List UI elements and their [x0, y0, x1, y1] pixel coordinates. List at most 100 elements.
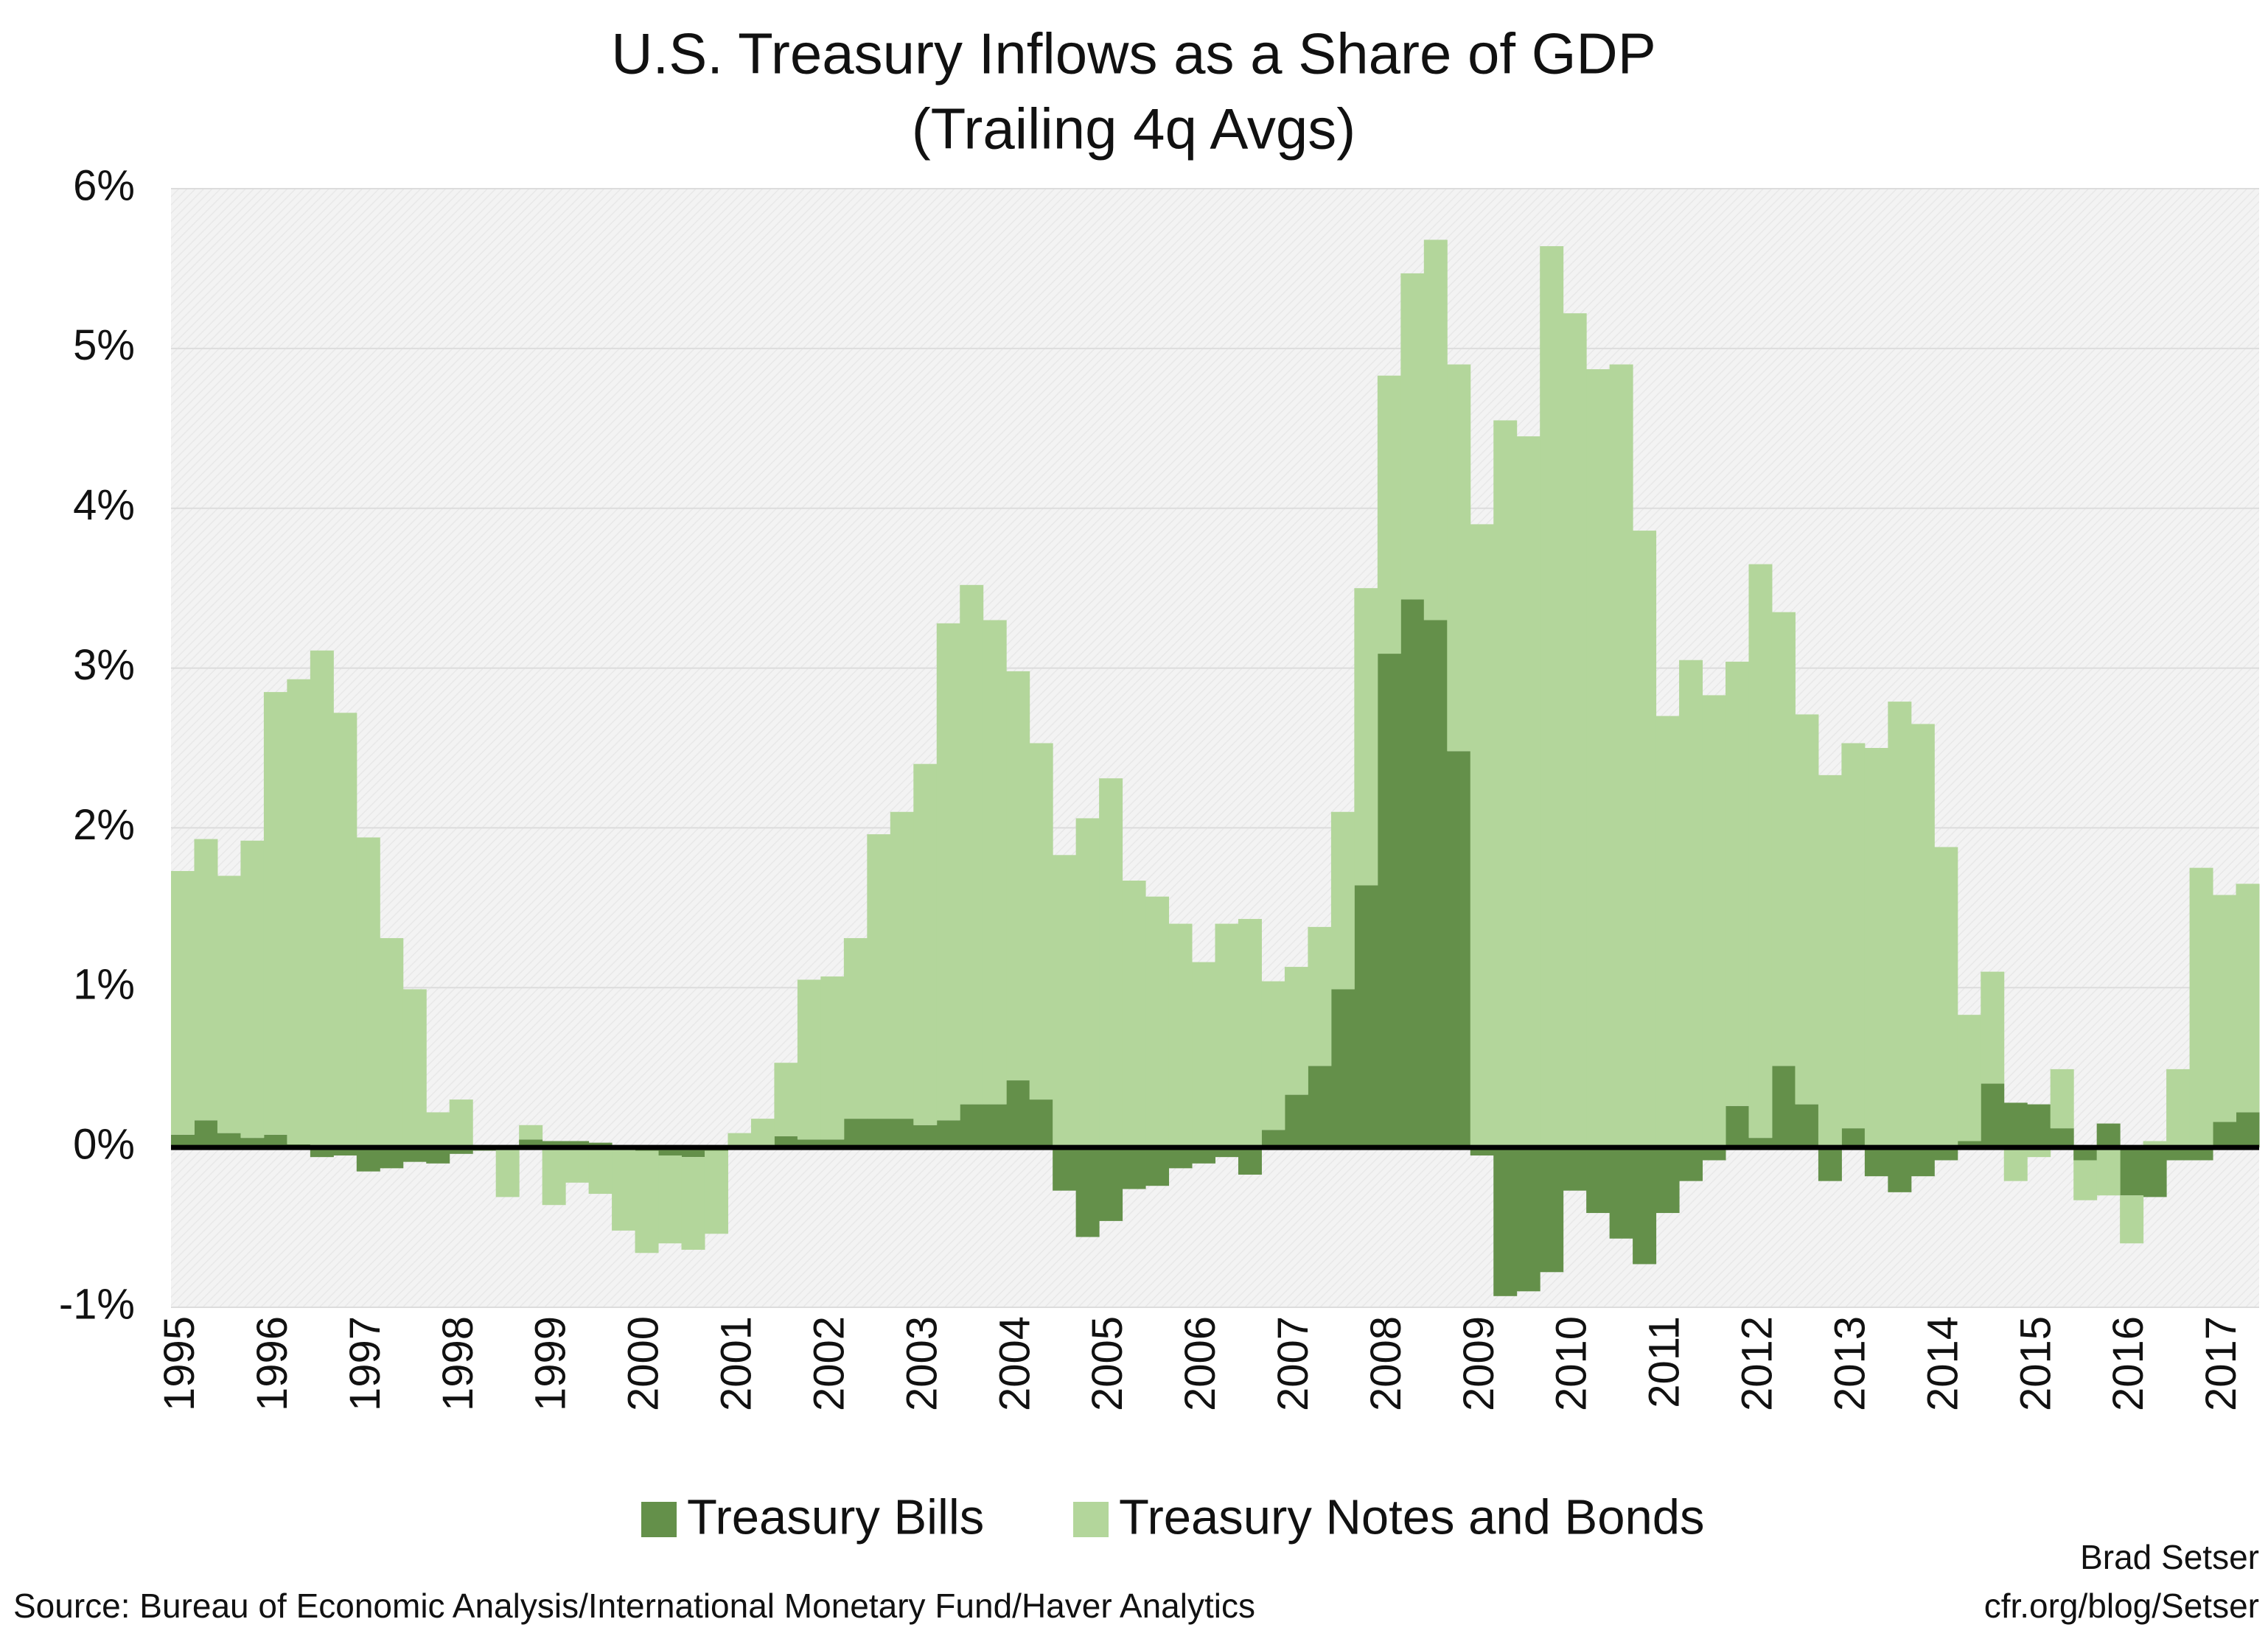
- bar: [1702, 695, 1726, 1148]
- bar: [635, 1150, 659, 1253]
- bar: [1516, 436, 1541, 1148]
- chart-subtitle: (Trailing 4q Avgs): [912, 97, 1356, 161]
- bar: [1308, 1066, 1332, 1148]
- x-tick-label: 2010: [1548, 1316, 1596, 1411]
- bar: [1957, 1015, 1981, 1141]
- x-tick-label: 2005: [1084, 1316, 1131, 1411]
- bar: [2120, 1195, 2144, 1244]
- bar: [1540, 1147, 1564, 1273]
- x-tick-label: 2008: [1362, 1316, 1410, 1411]
- bar: [194, 1120, 218, 1148]
- bar: [2143, 1141, 2167, 1148]
- legend-swatch: [1073, 1502, 1109, 1537]
- chart-title: U.S. Treasury Inflows as a Share of GDP: [611, 21, 1656, 86]
- bar: [1192, 1147, 1215, 1164]
- bar: [1633, 1147, 1657, 1265]
- bar: [1238, 919, 1262, 1148]
- bar: [1540, 246, 1564, 1148]
- y-tick-label: 6%: [73, 161, 135, 209]
- bar: [1261, 981, 1285, 1130]
- bar: [1888, 702, 1912, 1148]
- bar: [913, 763, 938, 1125]
- bar: [1771, 1066, 1796, 1148]
- bar: [542, 1141, 566, 1148]
- bar: [960, 584, 984, 1105]
- bar: [1192, 962, 1215, 1148]
- bar: [1911, 1147, 1935, 1177]
- bar: [1145, 896, 1170, 1148]
- bar: [495, 1149, 520, 1197]
- bar: [1053, 1147, 1077, 1191]
- x-tick-label: 1995: [156, 1316, 203, 1411]
- bar: [2236, 1112, 2260, 1148]
- bar: [1655, 716, 1680, 1148]
- bar: [217, 1133, 241, 1148]
- bar: [565, 1147, 590, 1183]
- bar: [171, 1134, 195, 1148]
- bar: [704, 1150, 728, 1234]
- bar: [1238, 1147, 1262, 1175]
- bar: [2166, 1147, 2191, 1161]
- bar: [1330, 811, 1355, 990]
- x-tick-label: 2011: [1641, 1316, 1689, 1408]
- x-tick-label: 2012: [1734, 1316, 1782, 1411]
- bar: [263, 692, 287, 1135]
- bar: [1563, 313, 1587, 1148]
- bar: [2096, 1147, 2121, 1196]
- bar: [2073, 1147, 2098, 1161]
- bar: [1609, 364, 1633, 1148]
- bar: [1633, 531, 1657, 1148]
- bar: [287, 679, 311, 1144]
- bar: [1075, 1147, 1100, 1237]
- x-tick-label: 2015: [2011, 1316, 2059, 1411]
- y-tick-label: 3%: [73, 641, 135, 689]
- x-tick-label: 2006: [1176, 1316, 1224, 1411]
- bar: [1423, 620, 1448, 1148]
- bar: [1981, 1083, 2005, 1148]
- bar: [1075, 818, 1100, 1148]
- bar: [2050, 1069, 2074, 1129]
- bar: [936, 1120, 960, 1148]
- bar: [2050, 1128, 2074, 1148]
- bar: [2213, 1122, 2237, 1148]
- bar: [449, 1147, 473, 1154]
- bar: [1006, 1080, 1030, 1148]
- bar: [983, 1104, 1007, 1148]
- x-tick-label: 2014: [1919, 1316, 1967, 1411]
- bar: [1911, 724, 1935, 1148]
- bar: [1493, 420, 1518, 1148]
- x-tick-label: 2003: [898, 1316, 946, 1411]
- bar: [1563, 1147, 1587, 1191]
- bar: [1006, 671, 1030, 1081]
- bar: [1795, 714, 1819, 1105]
- bar: [658, 1147, 683, 1155]
- bar: [1284, 1094, 1308, 1148]
- bar: [2189, 867, 2213, 1148]
- bar: [1215, 923, 1239, 1148]
- bar: [983, 620, 1007, 1105]
- bar: [2027, 1104, 2051, 1148]
- legend-swatch: [641, 1502, 677, 1537]
- bar: [1400, 599, 1425, 1148]
- bar: [1029, 1099, 1053, 1148]
- bar: [1099, 1147, 1123, 1221]
- bar: [1099, 778, 1123, 1148]
- bar: [1934, 847, 1958, 1148]
- bar: [1586, 1147, 1611, 1214]
- bar: [2003, 1102, 2028, 1148]
- bar: [1841, 743, 1866, 1129]
- bar: [1330, 989, 1355, 1148]
- y-tick-label: 2%: [73, 801, 135, 849]
- x-tick-label: 2016: [2104, 1316, 2152, 1411]
- bar: [333, 1147, 357, 1155]
- bar: [2213, 895, 2237, 1122]
- bar: [774, 1136, 798, 1148]
- bar: [890, 811, 914, 1119]
- x-tick-label: 2007: [1269, 1316, 1317, 1411]
- bar: [1470, 1147, 1494, 1155]
- bar: [1168, 1147, 1193, 1169]
- y-tick-label: 5%: [73, 321, 135, 369]
- bar: [1122, 880, 1146, 1148]
- bar: [1609, 1147, 1633, 1239]
